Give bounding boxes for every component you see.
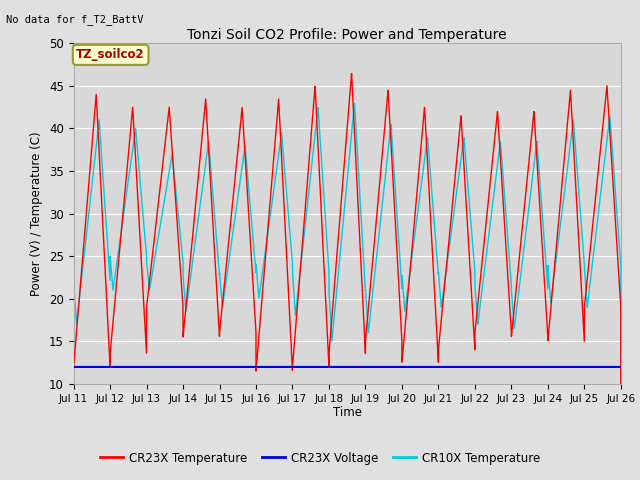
Y-axis label: Power (V) / Temperature (C): Power (V) / Temperature (C) <box>31 132 44 296</box>
X-axis label: Time: Time <box>333 407 362 420</box>
Text: No data for f_T2_BattV: No data for f_T2_BattV <box>6 14 144 25</box>
Title: Tonzi Soil CO2 Profile: Power and Temperature: Tonzi Soil CO2 Profile: Power and Temper… <box>188 28 507 42</box>
Text: TZ_soilco2: TZ_soilco2 <box>76 48 145 61</box>
Legend: CR23X Temperature, CR23X Voltage, CR10X Temperature: CR23X Temperature, CR23X Voltage, CR10X … <box>95 447 545 469</box>
